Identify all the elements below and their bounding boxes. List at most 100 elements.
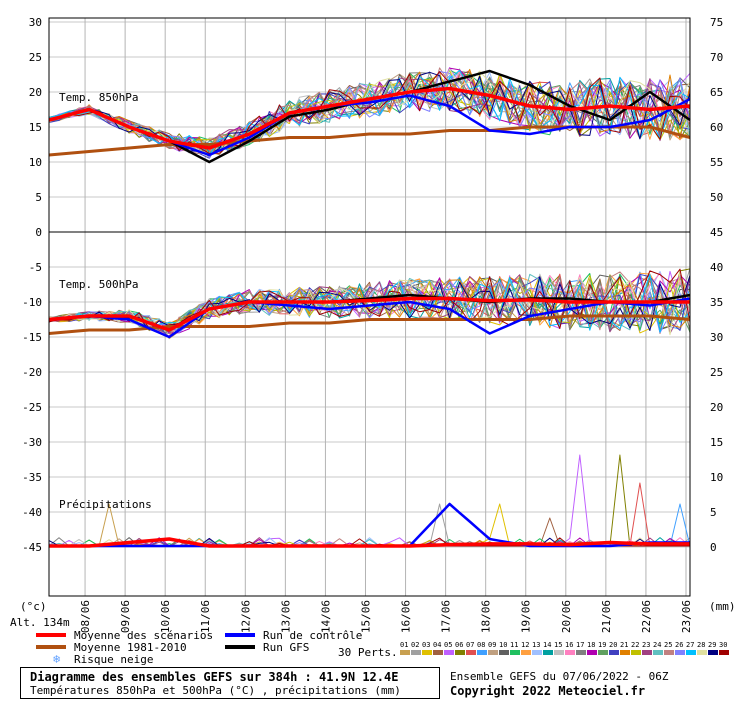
pert-number: 24 bbox=[653, 641, 661, 649]
date-label: 11/06 bbox=[199, 600, 212, 633]
pert-number: 23 bbox=[642, 641, 650, 649]
pert-number: 05 bbox=[444, 641, 452, 649]
date-label: 15/06 bbox=[359, 600, 372, 633]
chart-frame bbox=[48, 17, 691, 597]
pert-number: 08 bbox=[477, 641, 485, 649]
tick-label-right: 55 bbox=[710, 156, 723, 169]
tick-label-right: 70 bbox=[710, 51, 723, 64]
ensemble-members bbox=[48, 67, 691, 547]
pert-swatch bbox=[532, 650, 542, 655]
series-line bbox=[48, 297, 691, 339]
pert-number: 21 bbox=[620, 641, 628, 649]
tick-label-left: 5 bbox=[35, 191, 42, 204]
date-label: 14/06 bbox=[319, 600, 332, 633]
pert-number: 09 bbox=[488, 641, 496, 649]
ensemble-member-line bbox=[48, 67, 691, 154]
pert-legend: 01 02 03 04 05 06 07 08 09 10 11 12 13 14 15 16 17 18 19 20… bbox=[400, 641, 729, 655]
tick-label-left: 30 bbox=[29, 16, 42, 29]
date-label: 21/06 bbox=[600, 600, 613, 633]
pert-swatch bbox=[499, 650, 509, 655]
pert-number: 14 bbox=[543, 641, 551, 649]
pert-swatch bbox=[554, 650, 564, 655]
pert-number: 16 bbox=[565, 641, 573, 649]
pert-number: 13 bbox=[532, 641, 540, 649]
legend-snow-label: Risque neige bbox=[74, 653, 153, 666]
pert-swatch bbox=[433, 650, 443, 655]
footer-run-info: Ensemble GEFS du 07/06/2022 - 06Z bbox=[450, 670, 669, 683]
footer-box bbox=[20, 667, 440, 699]
tick-label-right: 25 bbox=[710, 366, 723, 379]
date-label: 10/06 bbox=[159, 600, 172, 633]
pert-number: 17 bbox=[576, 641, 584, 649]
pert-number: 15 bbox=[554, 641, 562, 649]
pert-swatch bbox=[576, 650, 586, 655]
pert-swatch bbox=[653, 650, 663, 655]
date-label: 12/06 bbox=[239, 600, 252, 633]
pert-number: 12 bbox=[521, 641, 529, 649]
pert-number: 27 bbox=[686, 641, 694, 649]
pert-swatch bbox=[411, 650, 421, 655]
date-label: 20/06 bbox=[560, 600, 573, 633]
legend-perts-label: 30 Perts. bbox=[338, 646, 398, 659]
tick-label-left: 20 bbox=[29, 86, 42, 99]
tick-label-left: 0 bbox=[35, 226, 42, 239]
tick-label-right: 75 bbox=[710, 16, 723, 29]
tick-label-left: -45 bbox=[22, 541, 42, 554]
pert-swatch bbox=[543, 650, 553, 655]
date-label: 18/06 bbox=[480, 600, 493, 633]
panel-label-850: Temp. 850hPa bbox=[59, 91, 138, 104]
tick-label-right: 65 bbox=[710, 86, 723, 99]
series-line bbox=[48, 296, 690, 332]
pert-swatch bbox=[664, 650, 674, 655]
frame-500 bbox=[48, 231, 691, 597]
altitude-label: Alt. 134m bbox=[10, 616, 70, 629]
pert-swatch bbox=[400, 650, 410, 655]
pert-swatch bbox=[565, 650, 575, 655]
tick-label-left: 15 bbox=[29, 121, 42, 134]
tick-label-right: 45 bbox=[710, 226, 723, 239]
tick-label-right: 30 bbox=[710, 331, 723, 344]
ensemble-member-line bbox=[48, 71, 691, 154]
pert-number: 01 bbox=[400, 641, 408, 649]
tick-label-right: 10 bbox=[710, 471, 723, 484]
footer-title: Diagramme des ensembles GEFS sur 384h : … bbox=[30, 670, 399, 684]
series-line bbox=[48, 314, 691, 335]
tick-label-left: -10 bbox=[22, 296, 42, 309]
date-label: 17/06 bbox=[440, 600, 453, 633]
pert-swatch bbox=[422, 650, 432, 655]
tick-label-left: -35 bbox=[22, 471, 42, 484]
legend-control-label: Run de contrôle bbox=[263, 629, 362, 642]
pert-swatch bbox=[444, 650, 454, 655]
pert-swatch bbox=[708, 650, 718, 655]
date-label: 16/06 bbox=[400, 600, 413, 633]
date-labels: 08/06 09/06 10/06 11/06 12/06 13/06 14/06 15/06… bbox=[79, 600, 693, 633]
pert-number: 06 bbox=[455, 641, 463, 649]
pert-swatch bbox=[631, 650, 641, 655]
pert-swatch bbox=[521, 650, 531, 655]
tick-label-left: 10 bbox=[29, 156, 42, 169]
pert-number: 10 bbox=[499, 641, 507, 649]
pert-swatch bbox=[620, 650, 630, 655]
pert-swatch bbox=[455, 650, 465, 655]
pert-number: 29 bbox=[708, 641, 716, 649]
legend: Moyenne des scénarios Moyenne 1981-2010 … bbox=[36, 629, 729, 666]
pert-number: 20 bbox=[609, 641, 617, 649]
pert-number: 18 bbox=[587, 641, 595, 649]
pert-number: 28 bbox=[697, 641, 705, 649]
tick-label-left: -5 bbox=[29, 261, 42, 274]
pert-number: 07 bbox=[466, 641, 474, 649]
tick-label-left: -25 bbox=[22, 401, 42, 414]
tick-label-right: 0 bbox=[710, 541, 717, 554]
pert-number: 11 bbox=[510, 641, 518, 649]
pert-swatch bbox=[609, 650, 619, 655]
left-unit-label: (°c) bbox=[20, 600, 47, 613]
pert-number: 04 bbox=[433, 641, 441, 649]
main-series bbox=[48, 69, 691, 548]
date-label: 09/06 bbox=[119, 600, 132, 633]
pert-number: 19 bbox=[598, 641, 606, 649]
footer-copyright: Copyright 2022 Meteociel.fr bbox=[450, 684, 646, 698]
tick-label-right: 60 bbox=[710, 121, 723, 134]
pert-swatch bbox=[477, 650, 487, 655]
date-label: 13/06 bbox=[279, 600, 292, 633]
